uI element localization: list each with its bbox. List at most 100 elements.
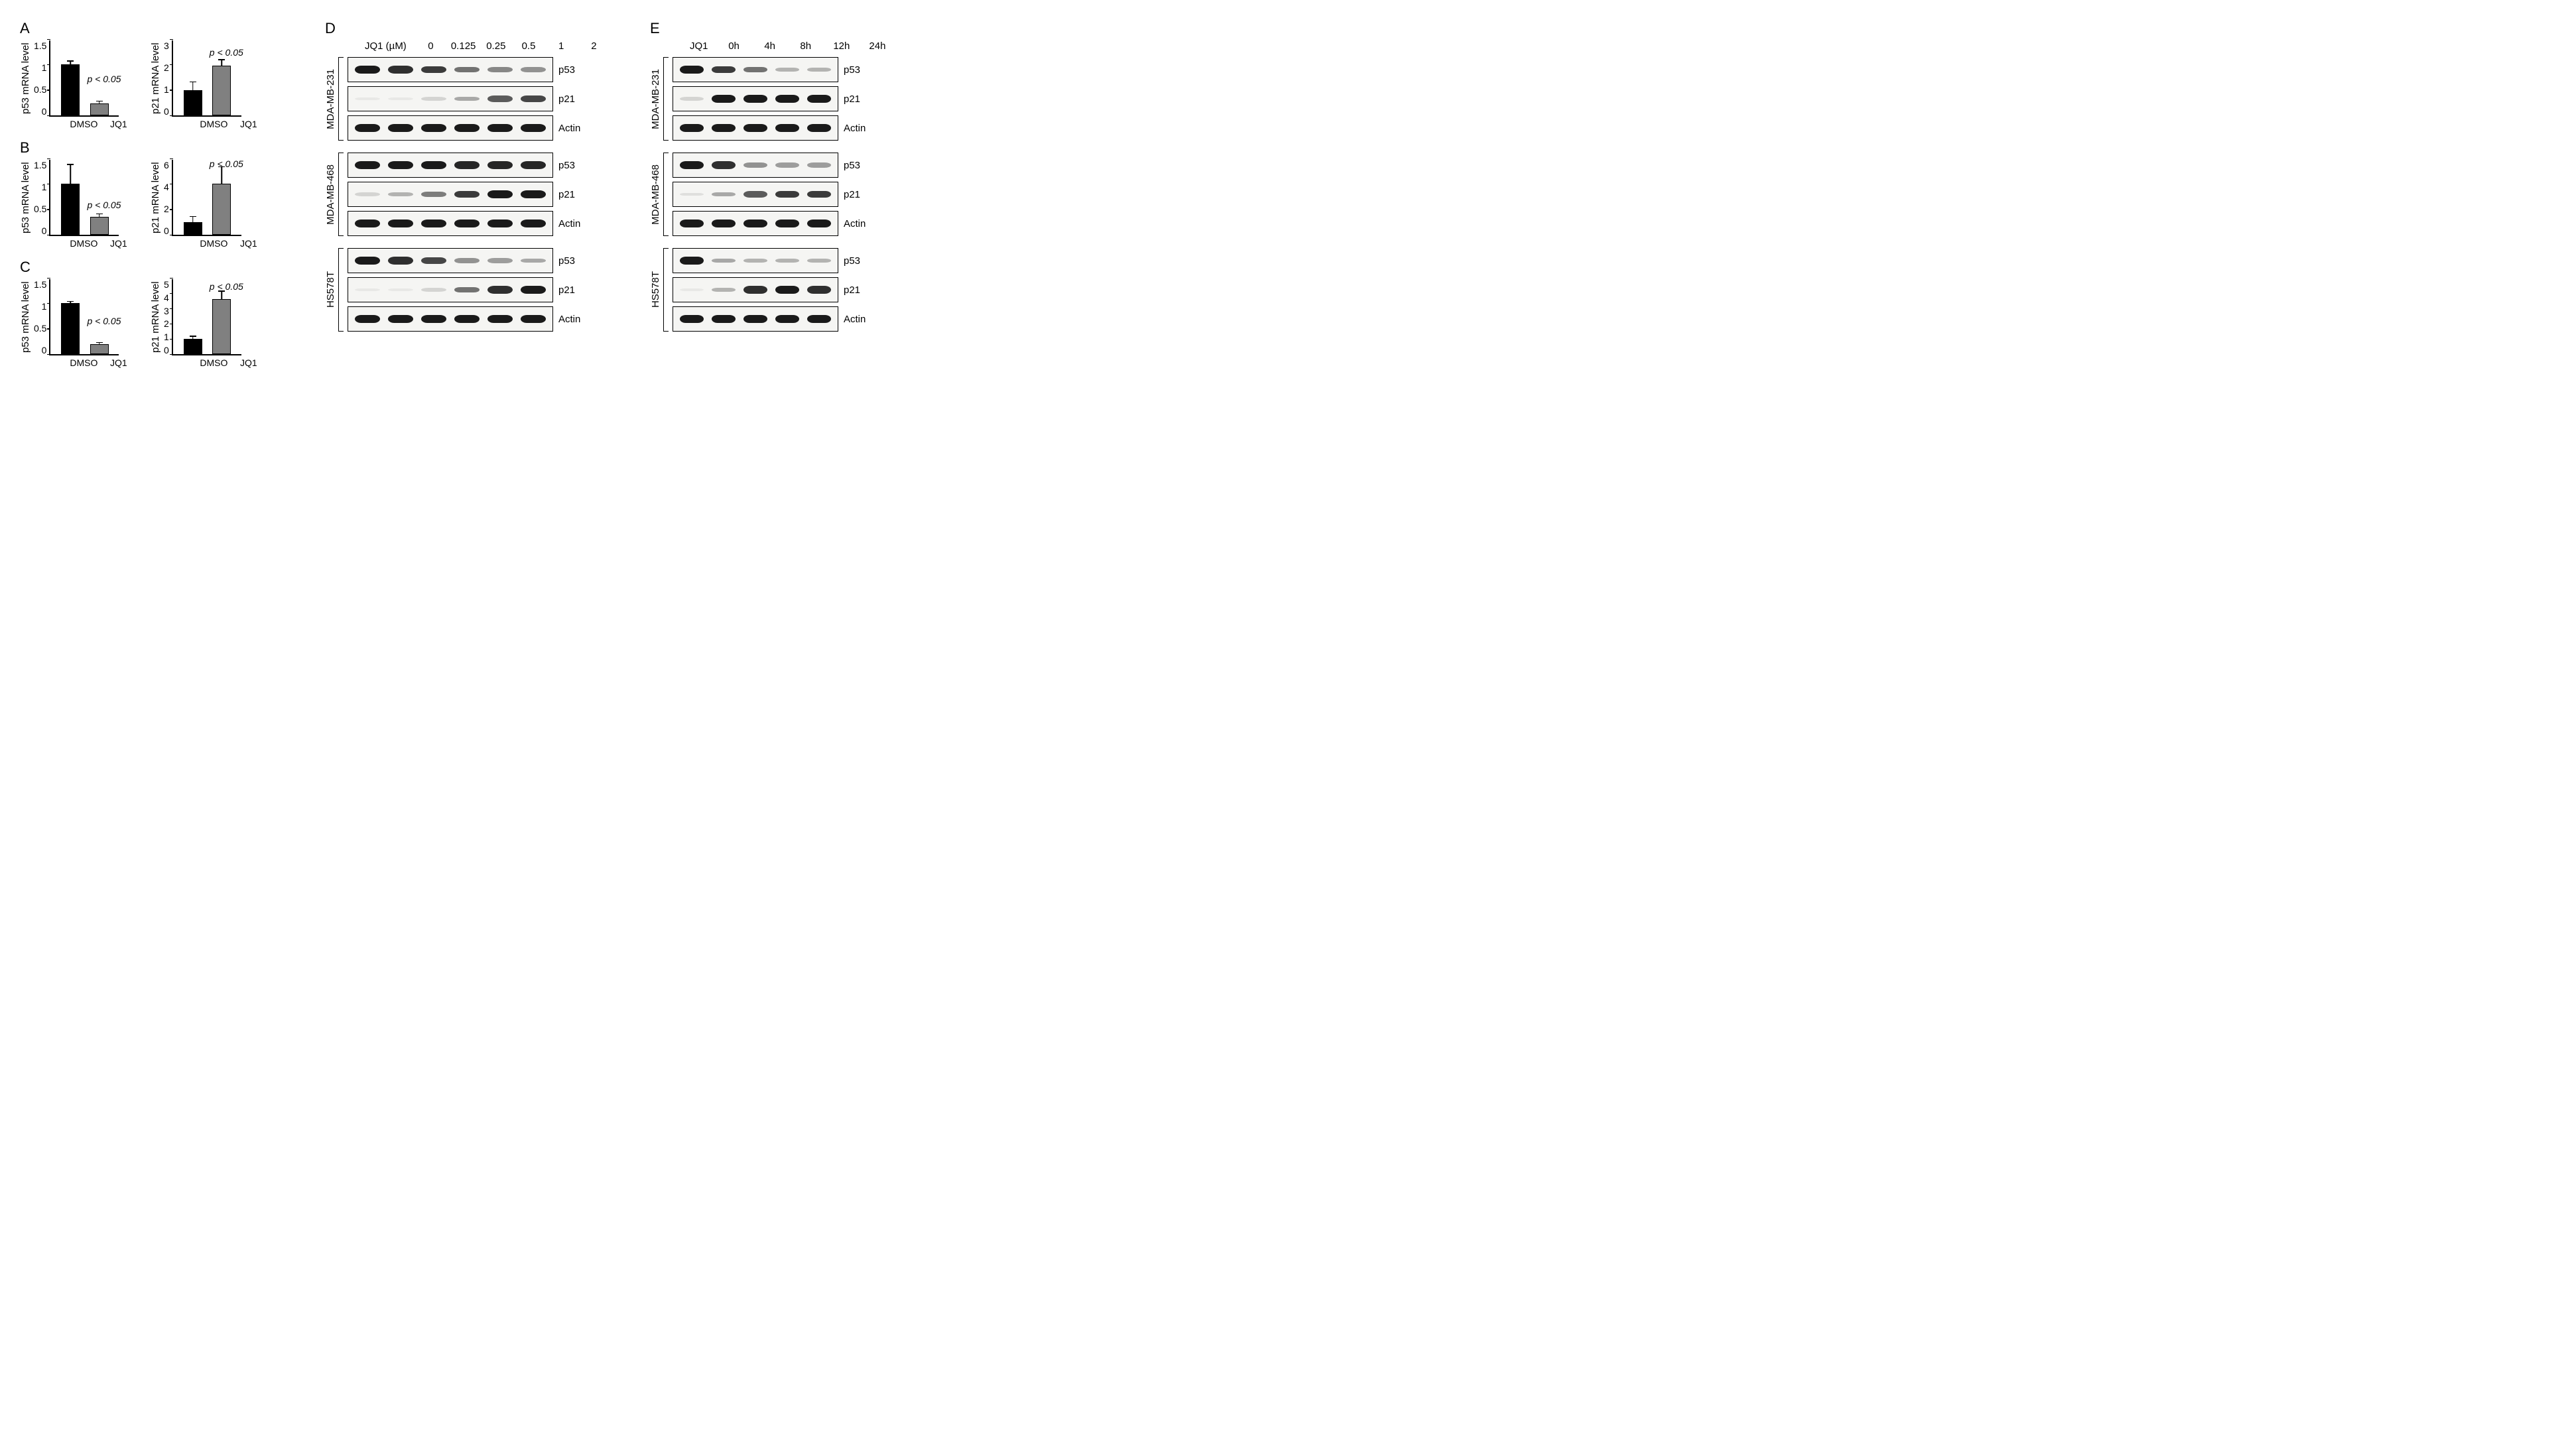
band: [743, 162, 767, 168]
band: [712, 95, 736, 103]
protein-label: Actin: [558, 123, 580, 134]
band: [775, 68, 799, 72]
band: [454, 315, 480, 323]
blot-strip: [348, 182, 553, 207]
blot-strip: [348, 115, 553, 141]
band: [807, 286, 831, 293]
band: [521, 161, 546, 169]
blot-row: p21: [673, 277, 866, 302]
protein-label: p53: [558, 64, 575, 76]
band: [388, 124, 413, 132]
blot-row: p53: [348, 153, 580, 178]
lane-label: 0.25: [480, 40, 512, 52]
blot-strip: [348, 211, 553, 236]
band: [743, 124, 767, 132]
band: [454, 161, 480, 169]
y-axis-label: p21 mRNA level: [150, 160, 161, 236]
blot-row: Actin: [673, 115, 866, 141]
cell-line-label: HS578T: [650, 271, 661, 308]
bracket-icon: [338, 153, 344, 236]
band: [712, 66, 736, 74]
blot-strip: [673, 86, 838, 111]
band: [421, 161, 446, 169]
plot-area: p < 0.05: [49, 160, 119, 236]
band: [712, 288, 736, 292]
band: [388, 315, 413, 323]
blot-row: p53: [348, 57, 580, 82]
lane-label: 1: [545, 40, 578, 52]
y-ticks: 3210: [164, 40, 172, 117]
blot-strip: [673, 115, 838, 141]
band: [421, 288, 446, 291]
band: [712, 220, 736, 227]
band: [487, 124, 513, 132]
band: [355, 315, 380, 323]
y-ticks: 1.510.50: [34, 279, 49, 355]
band: [680, 315, 704, 323]
band: [487, 258, 513, 263]
blot-group: MDA-MB-231p53p21Actin: [650, 57, 902, 141]
band: [388, 192, 413, 196]
panel-c: Cp53 mRNA level1.510.50p < 0.05DMSOJQ1p2…: [20, 259, 298, 368]
cell-line-label: MDA-MB-231: [325, 69, 336, 129]
band: [712, 124, 736, 132]
band: [743, 220, 767, 227]
blot-strip: [348, 57, 553, 82]
x-labels: DMSOJQ1: [194, 238, 263, 249]
bracket-icon: [338, 57, 344, 141]
band: [388, 66, 413, 73]
band: [421, 220, 446, 227]
band: [775, 95, 799, 103]
band: [355, 257, 380, 265]
x-labels: DMSOJQ1: [194, 119, 263, 129]
y-ticks: 543210: [164, 279, 172, 355]
blot-group: HS578Tp53p21Actin: [325, 248, 623, 332]
band: [775, 286, 799, 294]
band: [775, 124, 799, 132]
bar: [90, 217, 109, 235]
blot-group: HS578Tp53p21Actin: [650, 248, 902, 332]
band: [355, 288, 380, 291]
y-ticks: 1.510.50: [34, 40, 49, 117]
blot-header: JQ10h4h8h12h24h: [690, 40, 895, 52]
band: [487, 190, 513, 198]
band: [743, 259, 767, 263]
x-labels: DMSOJQ1: [64, 357, 133, 368]
bar: [61, 303, 80, 354]
band: [388, 257, 413, 264]
band: [712, 315, 736, 323]
panel-label: E: [650, 20, 902, 37]
protein-label: p53: [844, 64, 860, 76]
band: [521, 220, 546, 227]
band: [743, 315, 767, 323]
blot-strip: [673, 182, 838, 207]
band: [454, 258, 480, 263]
band: [712, 259, 736, 263]
band: [487, 67, 513, 72]
blot-row: p21: [673, 182, 866, 207]
p-value: p < 0.05: [87, 200, 121, 210]
band: [487, 286, 513, 293]
band: [775, 259, 799, 263]
band: [680, 193, 704, 196]
charts-column: Ap53 mRNA level1.510.50p < 0.05DMSOJQ1p2…: [20, 20, 298, 368]
lane-label: 0.5: [512, 40, 545, 52]
lane-label: 4h: [752, 40, 788, 52]
band: [680, 161, 704, 169]
y-axis-label: p53 mRNA level: [20, 160, 31, 236]
protein-label: p21: [844, 94, 860, 105]
blot-group: MDA-MB-468p53p21Actin: [650, 153, 902, 236]
band: [454, 97, 480, 101]
protein-label: p53: [844, 255, 860, 267]
protein-label: Actin: [558, 218, 580, 229]
band: [743, 67, 767, 73]
band: [421, 192, 446, 197]
band: [807, 162, 831, 167]
band: [807, 95, 831, 103]
plot-area: p < 0.05: [172, 279, 241, 355]
plot-area: p < 0.05: [49, 279, 119, 355]
band: [355, 161, 380, 169]
blot-header: JQ1 (µM)00.1250.250.512: [365, 40, 610, 52]
band: [775, 191, 799, 198]
blot-group: MDA-MB-468p53p21Actin: [325, 153, 623, 236]
